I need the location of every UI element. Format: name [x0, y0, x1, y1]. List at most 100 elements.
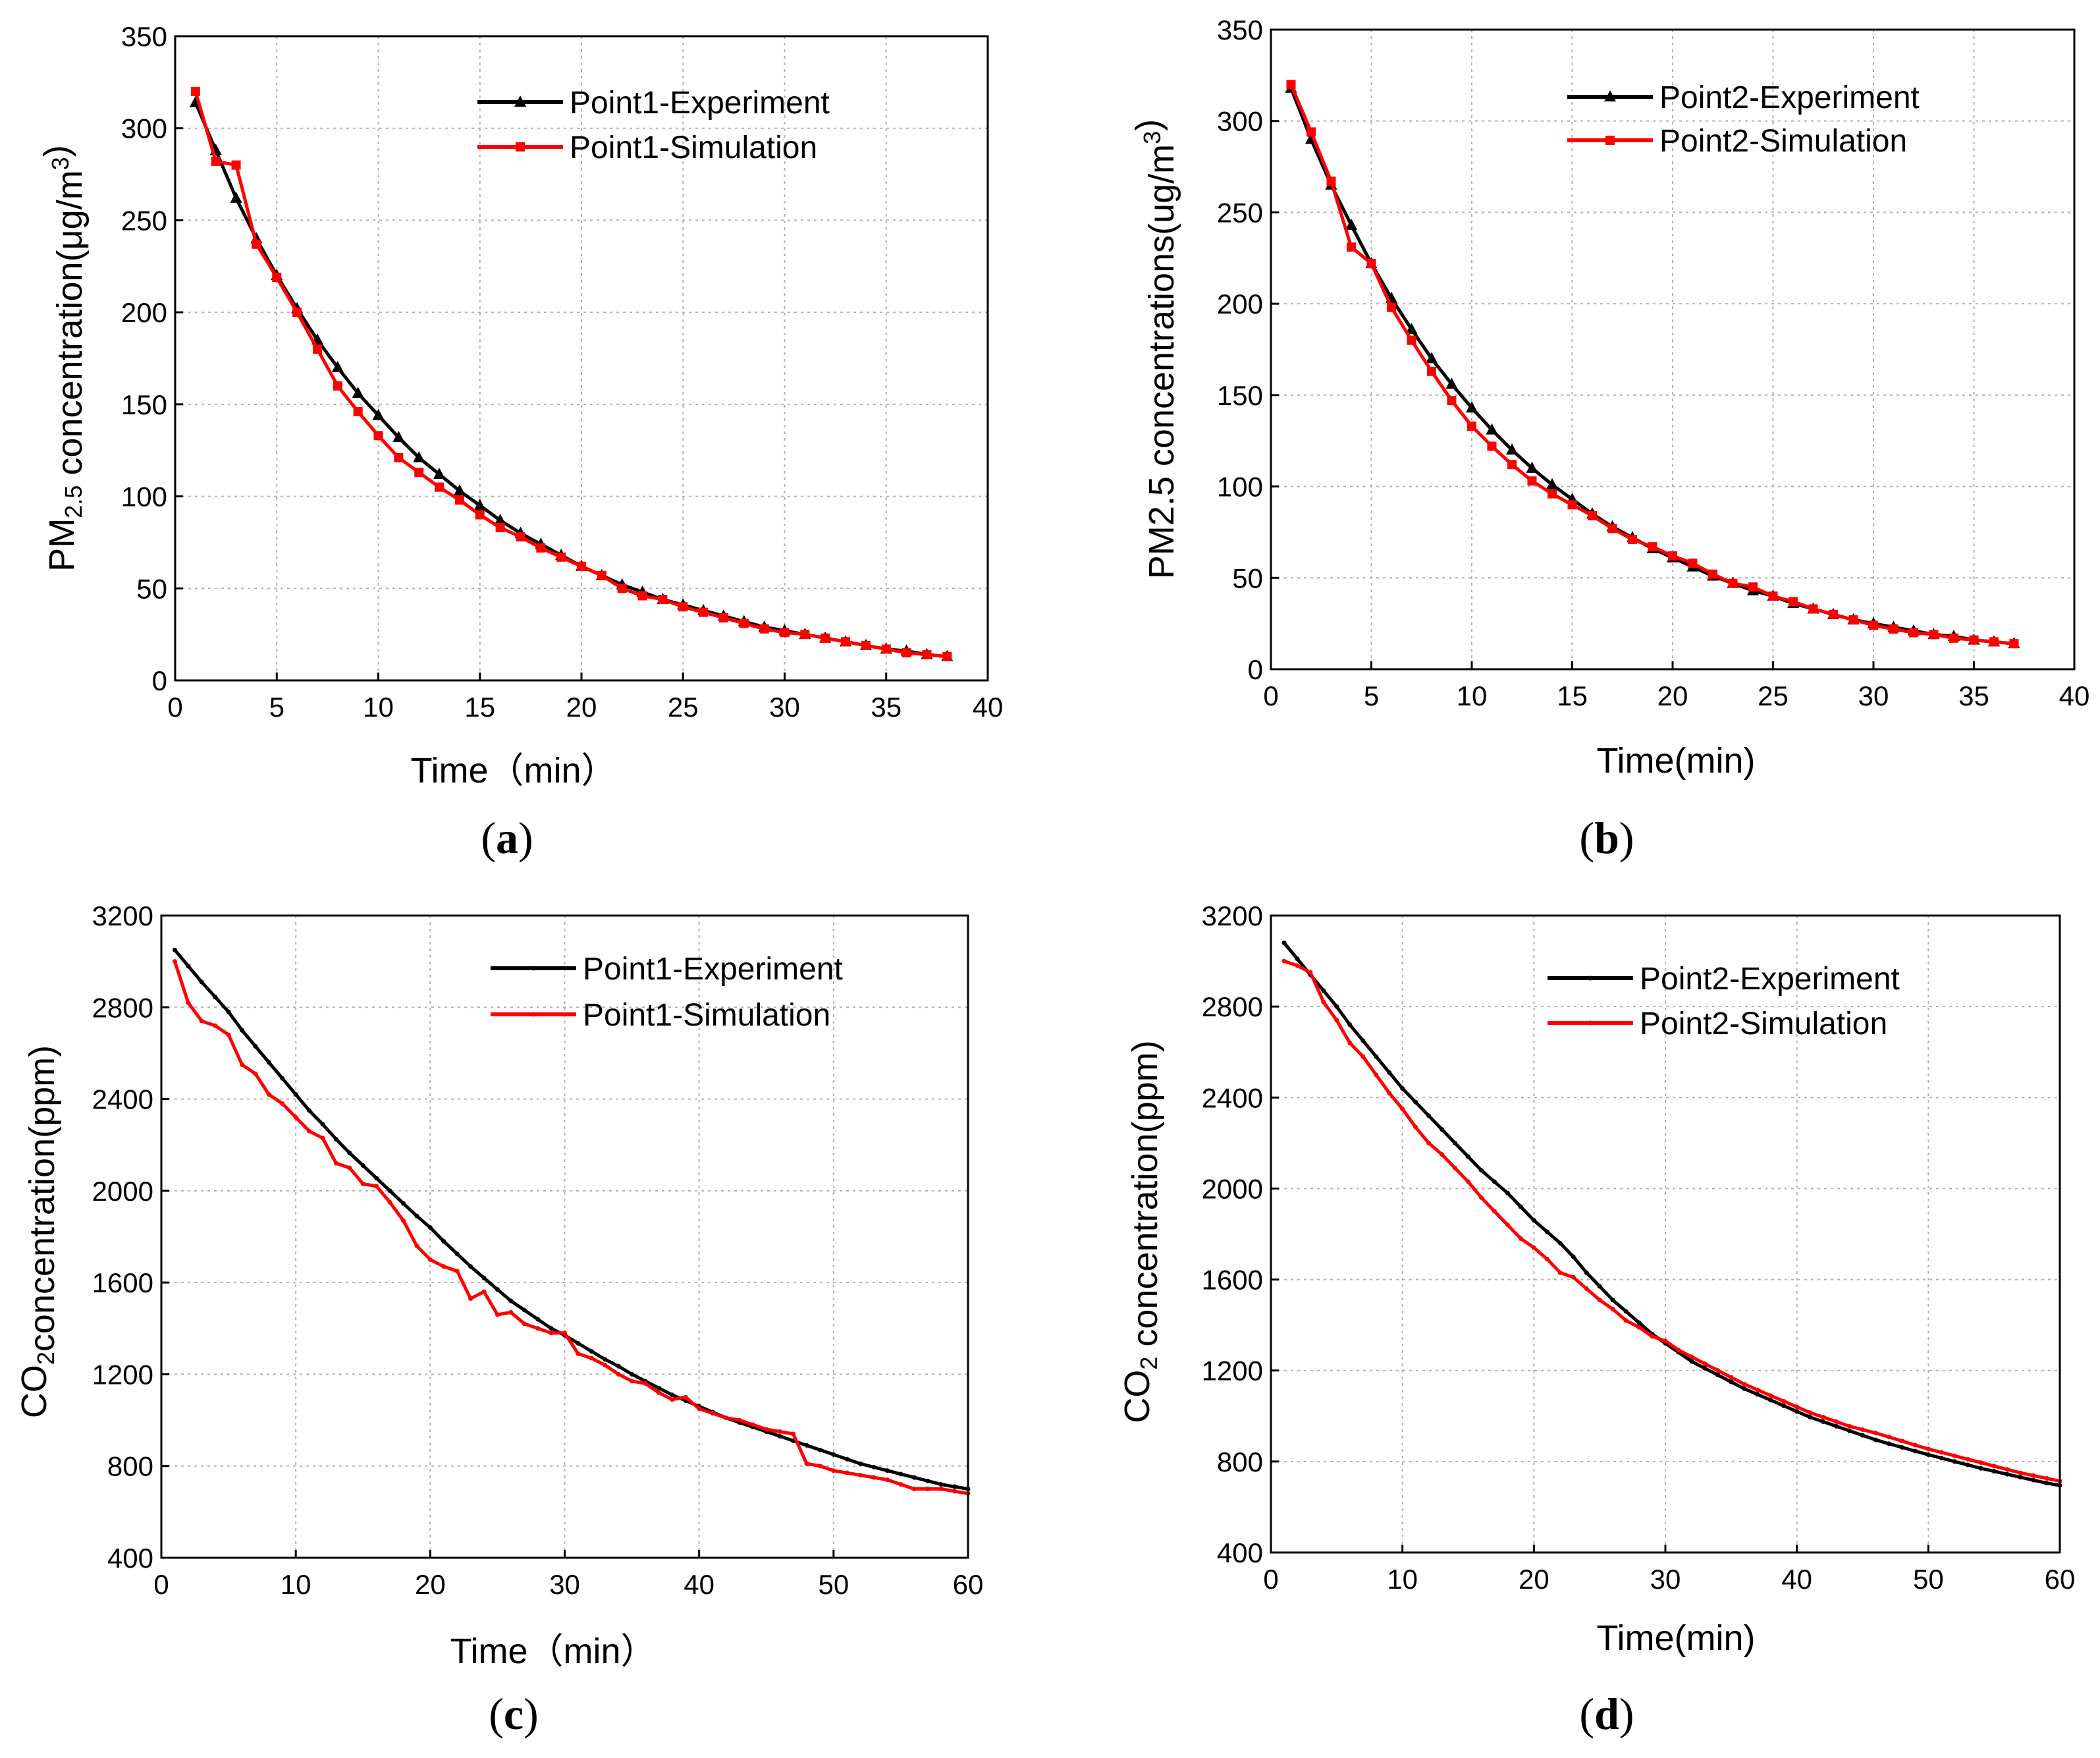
- data-point: [737, 1417, 742, 1423]
- data-point: [373, 431, 383, 441]
- legend-label: Point2-Experiment: [1640, 962, 1900, 997]
- data-point: [1607, 524, 1617, 534]
- data-point: [617, 584, 627, 593]
- data-point: [414, 468, 424, 478]
- data-point: [1374, 1072, 1379, 1078]
- data-point: [1886, 1435, 1891, 1440]
- data-point: [347, 1150, 352, 1155]
- y-tick-label: 50: [1232, 563, 1263, 593]
- chart-panel-b: Point2-Experiment Point2-Simulation 0 5 10 15…: [1129, 14, 2089, 863]
- data-point: [240, 1028, 244, 1033]
- data-point: [1506, 443, 1518, 455]
- data-point: [670, 1392, 675, 1398]
- y-tick-label: 200: [1217, 288, 1263, 319]
- data-point: [780, 628, 790, 638]
- data-point: [1557, 1270, 1563, 1275]
- y-tick-label: 250: [1217, 197, 1263, 228]
- data-point: [871, 1475, 876, 1480]
- series-Point1-Simulation: [190, 86, 952, 661]
- data-point: [1544, 1229, 1549, 1234]
- data-point: [630, 1371, 635, 1377]
- data-point: [433, 468, 446, 480]
- y-tick-label: 50: [136, 573, 167, 604]
- series-line: [1289, 87, 2014, 646]
- data-point: [473, 499, 486, 510]
- data-point: [1702, 1361, 1708, 1366]
- data-point: [1949, 633, 1958, 643]
- y-tick-label: 800: [107, 1451, 153, 1482]
- data-point: [1440, 1127, 1445, 1132]
- data-point: [435, 482, 444, 492]
- legend-marker: [1605, 136, 1615, 145]
- data-point: [1650, 1334, 1655, 1339]
- data-point: [211, 157, 221, 167]
- data-point: [1295, 963, 1300, 968]
- data-point: [1413, 1124, 1418, 1130]
- y-axis-label: PM2.5 concentration(μg/m3): [37, 145, 90, 571]
- data-point: [658, 595, 668, 605]
- y-tick-label: 300: [1217, 106, 1263, 137]
- x-axis-label: Time(min): [1597, 741, 1756, 781]
- data-point: [804, 1461, 809, 1466]
- x-tick-label: 0: [167, 692, 182, 723]
- data-point: [441, 1238, 446, 1244]
- x-tick-label: 30: [549, 1569, 580, 1600]
- legend-marker: [1588, 975, 1593, 981]
- legend-entry: Point2-Experiment: [1548, 962, 1900, 997]
- data-point: [1387, 1070, 1392, 1075]
- data-point: [1755, 1387, 1760, 1392]
- x-axis-label: Time（min）: [450, 1632, 656, 1671]
- data-point: [831, 1468, 836, 1473]
- data-point: [911, 1487, 917, 1492]
- data-point: [1742, 1381, 1747, 1387]
- data-point: [898, 1471, 903, 1477]
- data-point: [750, 1422, 755, 1427]
- x-tick-label: 20: [1519, 1564, 1549, 1595]
- data-point: [2018, 1470, 2023, 1475]
- y-tick-label: 3200: [92, 900, 153, 931]
- data-point: [1821, 1419, 1826, 1424]
- x-tick-label: 20: [1657, 680, 1688, 711]
- data-point: [1623, 1309, 1629, 1314]
- legend-label: Point2-Simulation: [1640, 1006, 1887, 1041]
- data-point: [1597, 1298, 1602, 1303]
- data-point: [441, 1264, 446, 1269]
- data-point: [454, 1269, 460, 1274]
- data-point: [360, 1163, 365, 1168]
- data-point: [885, 1477, 890, 1483]
- data-point: [1847, 1423, 1852, 1429]
- data-point: [508, 1298, 514, 1304]
- data-point: [1531, 1245, 1536, 1250]
- data-point: [1978, 1460, 1983, 1466]
- data-point: [1426, 1113, 1432, 1118]
- legend-marker: [531, 966, 536, 971]
- data-point: [1909, 628, 1918, 638]
- data-point: [1708, 569, 1717, 579]
- data-point: [453, 484, 466, 496]
- data-point: [535, 1326, 541, 1331]
- data-point: [858, 1461, 863, 1466]
- data-point: [549, 1331, 554, 1336]
- data-point: [630, 1379, 635, 1384]
- data-point: [1321, 988, 1326, 993]
- data-point: [1413, 1099, 1418, 1105]
- x-tick-label: 60: [2045, 1564, 2076, 1595]
- data-point: [1584, 1286, 1589, 1291]
- data-point: [333, 1161, 338, 1166]
- data-point: [1848, 615, 1858, 625]
- legend-marker: [516, 142, 525, 151]
- data-point: [1345, 218, 1357, 230]
- data-point: [1636, 1325, 1642, 1330]
- data-point: [186, 964, 191, 969]
- x-tick-label: 40: [1781, 1564, 1812, 1595]
- x-tick-label: 10: [1457, 680, 1488, 711]
- x-tick-label: 15: [464, 692, 495, 723]
- data-point: [190, 86, 200, 96]
- data-point: [231, 160, 241, 170]
- data-point: [1286, 80, 1296, 90]
- data-point: [353, 407, 363, 417]
- data-point: [1360, 1038, 1366, 1043]
- data-point: [1306, 127, 1316, 137]
- data-point: [2044, 1481, 2049, 1486]
- y-axis-label: CO2concentration(ppm): [14, 1045, 62, 1418]
